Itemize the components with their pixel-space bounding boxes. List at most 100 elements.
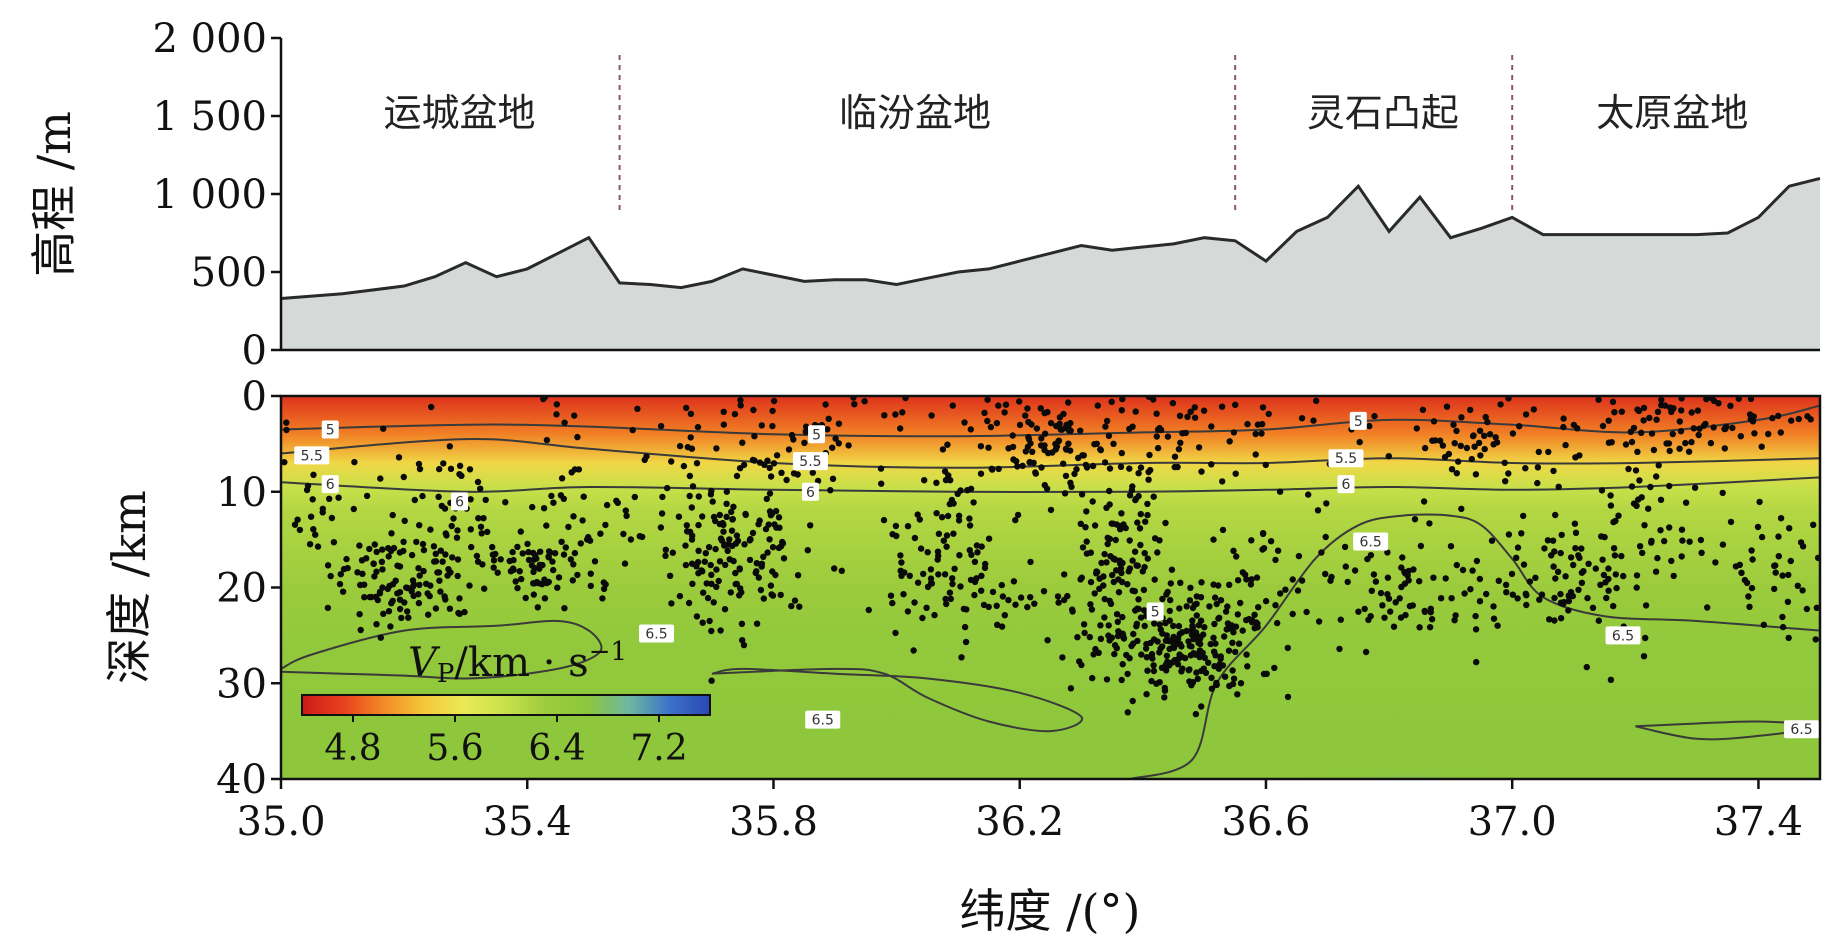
earthquake-point [1661,537,1668,545]
depth-y-tick-label: 40 [216,757,267,803]
earthquake-point [1799,587,1806,594]
earthquake-point [961,623,969,631]
earthquake-point [1453,427,1460,435]
earthquake-point [1087,601,1094,608]
earthquake-point [1445,450,1453,458]
elevation-y-ticks: 0 500 1 000 1 500 2 000 [152,16,281,374]
earthquake-point [931,611,938,619]
earthquake-point [1277,590,1284,597]
earthquake-point [1298,415,1306,422]
earthquake-point [1118,449,1126,457]
earthquake-point [772,507,780,515]
earthquake-point [688,560,696,567]
contour-label-15: 5 [1146,602,1164,621]
earthquake-point [1002,401,1010,408]
contour-label-text: 5 [1354,414,1363,430]
earthquake-point [357,626,364,634]
earthquake-point [1126,565,1134,572]
earthquake-point [1599,422,1607,430]
earthquake-point [1381,614,1388,621]
earthquake-point [1248,576,1255,583]
earthquake-point [1493,439,1501,446]
earthquake-point [736,592,743,599]
depth-y-title: 深度 /km [102,490,156,684]
earthquake-point [569,577,576,584]
earthquake-point [889,599,896,607]
earthquake-point [1303,608,1310,616]
earthquake-point [1572,529,1580,536]
earthquake-point [739,637,746,644]
earthquake-point [1666,447,1673,455]
earthquake-point [1144,511,1151,519]
earthquake-point [1411,516,1419,523]
earthquake-point [1710,424,1717,431]
earthquake-point [1198,579,1205,586]
earthquake-point [446,605,454,612]
earthquake-point [718,537,726,544]
earthquake-point [1678,396,1685,402]
earthquake-point [543,436,551,444]
earthquake-point [716,511,723,519]
earthquake-point [324,604,332,612]
earthquake-point [1484,418,1491,426]
earthquake-point [1413,425,1421,432]
earthquake-point [769,544,777,551]
earthquake-point [829,444,836,451]
earthquake-point [1252,430,1259,438]
earthquake-point [435,569,443,576]
earthquake-point [1749,556,1756,563]
earthquake-point [923,604,930,611]
earthquake-point [688,504,695,511]
earthquake-point [1056,414,1064,421]
earthquake-point [824,426,831,433]
elevation-y-tick-label: 2 000 [152,16,267,62]
earthquake-point [755,521,762,528]
earthquake-point [1230,547,1237,554]
earthquake-point [1575,586,1582,593]
earthquake-point [1688,438,1695,446]
earthquake-point [1120,635,1128,642]
contour-label-6: 6 [451,492,469,511]
earthquake-point [1399,554,1406,561]
earthquake-point [1091,522,1099,529]
earthquake-point [835,420,843,427]
earthquake-point [1259,404,1267,411]
earthquake-point [949,580,956,588]
earthquake-point [324,562,332,569]
earthquake-point [1163,591,1170,598]
earthquake-point [1124,581,1131,588]
earthquake-point [1215,615,1222,622]
earthquake-point [1205,659,1212,666]
earthquake-point [933,479,940,486]
earthquake-point [1262,461,1270,469]
earthquake-point [1322,533,1329,541]
earthquake-point [1151,576,1158,583]
earthquake-point [1622,441,1630,448]
earthquake-point [1384,591,1391,598]
earthquake-point [1676,418,1684,425]
earthquake-point [1126,492,1134,499]
earthquake-point [474,478,482,486]
earthquake-point [543,522,550,529]
earthquake-point [1476,427,1484,434]
earthquake-point [927,575,935,582]
earthquake-point [1211,594,1219,601]
earthquake-point [1229,639,1236,646]
earthquake-point [934,548,942,555]
earthquake-point [477,523,485,530]
earthquake-point [319,505,326,512]
earthquake-point [1722,425,1729,433]
earthquake-point [1143,691,1150,698]
earthquake-point [587,582,594,590]
earthquake-point [709,498,716,505]
earthquake-point [1062,472,1070,480]
earthquake-point [1063,421,1070,428]
earthquake-point [1041,409,1048,417]
earthquake-point [426,592,433,600]
earthquake-point [454,527,461,534]
earthquake-point [733,532,741,539]
earthquake-point [767,582,775,589]
earthquake-point [1653,473,1660,480]
earthquake-point [804,547,811,554]
